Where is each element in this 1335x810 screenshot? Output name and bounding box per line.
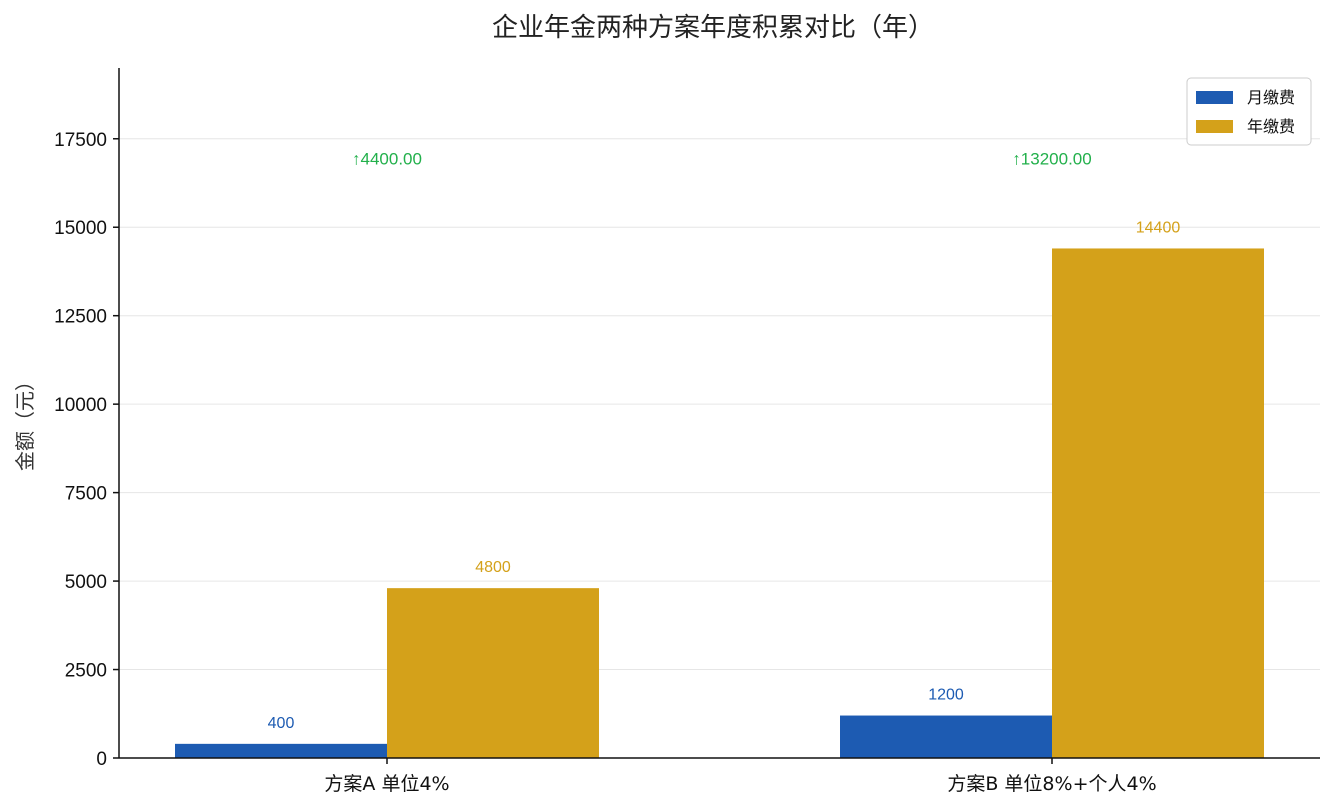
difference-label: ↑13200.00 (1012, 149, 1091, 168)
y-tick-label: 10000 (54, 395, 107, 416)
legend-swatch (1196, 91, 1233, 104)
y-tick-label: 12500 (54, 307, 107, 328)
data-label: 400 (268, 715, 295, 732)
y-tick-label: 2500 (65, 661, 107, 682)
difference-label: ↑4400.00 (352, 149, 422, 168)
x-tick-label: 方案B 单位8%+个人4% (947, 773, 1156, 795)
grid-lines (119, 138, 1320, 671)
bar-annual-1 (387, 588, 599, 758)
legend-swatch (1196, 120, 1233, 133)
x-tick-label: 方案A 单位4% (324, 773, 449, 795)
y-tick-label: 5000 (65, 572, 107, 593)
legend-label: 月缴费 (1247, 88, 1295, 107)
bar-annual-2 (1052, 248, 1264, 758)
chart-title: 企业年金两种方案年度积累对比（年） (492, 13, 934, 43)
y-tick-label: 0 (96, 749, 107, 770)
bar-monthly-2 (840, 715, 1052, 758)
axes: 0 2500 5000 7500 10000 12500 15000 17500 方案A 单位4… (54, 68, 1320, 795)
data-label: 14400 (1136, 219, 1181, 236)
data-label: 1200 (928, 687, 964, 704)
y-tick-label: 15000 (54, 218, 107, 239)
bar-monthly-1 (175, 743, 387, 758)
data-labels: 400 1200 4800 14400 ↑4400.00 ↑13200.00 (268, 149, 1181, 731)
bars (175, 248, 1264, 758)
y-tick-label: 17500 (54, 130, 107, 151)
data-label: 4800 (475, 559, 511, 576)
y-axis-label: 金额（元） (13, 371, 37, 471)
legend-label: 年缴费 (1247, 117, 1295, 136)
y-tick-label: 7500 (65, 484, 107, 505)
